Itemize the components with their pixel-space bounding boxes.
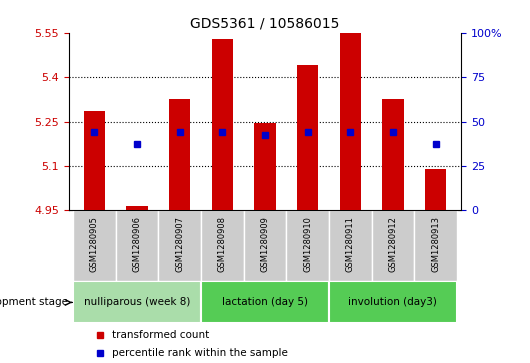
Text: GSM1280913: GSM1280913 — [431, 216, 440, 272]
Bar — [329, 281, 457, 323]
Text: transformed count: transformed count — [112, 330, 209, 340]
Text: lactation (day 5): lactation (day 5) — [222, 297, 308, 307]
Text: development stage: development stage — [0, 297, 68, 307]
Bar — [382, 99, 403, 211]
Bar — [286, 210, 329, 281]
Bar — [158, 210, 201, 281]
Bar — [414, 210, 457, 281]
Text: percentile rank within the sample: percentile rank within the sample — [112, 347, 288, 358]
Bar — [372, 210, 414, 281]
Bar — [84, 111, 105, 211]
Text: GSM1280905: GSM1280905 — [90, 216, 99, 272]
Title: GDS5361 / 10586015: GDS5361 / 10586015 — [190, 16, 340, 30]
Bar — [254, 123, 276, 211]
Bar — [73, 210, 116, 281]
Text: GSM1280910: GSM1280910 — [303, 216, 312, 272]
Bar — [244, 210, 286, 281]
Bar — [127, 206, 148, 211]
Bar — [211, 38, 233, 211]
Bar — [340, 33, 361, 211]
Text: GSM1280908: GSM1280908 — [218, 216, 227, 272]
Bar — [201, 210, 244, 281]
Text: GSM1280906: GSM1280906 — [132, 216, 142, 272]
Text: GSM1280912: GSM1280912 — [388, 216, 398, 272]
Bar — [425, 169, 446, 211]
Text: nulliparous (week 8): nulliparous (week 8) — [84, 297, 190, 307]
Bar — [297, 65, 319, 211]
Text: GSM1280911: GSM1280911 — [346, 216, 355, 272]
Text: involution (day3): involution (day3) — [348, 297, 437, 307]
Bar — [329, 210, 372, 281]
Text: GSM1280907: GSM1280907 — [175, 216, 184, 272]
Bar — [201, 281, 329, 323]
Bar — [73, 281, 201, 323]
Bar — [169, 99, 190, 211]
Bar — [116, 210, 158, 281]
Text: GSM1280909: GSM1280909 — [261, 216, 269, 272]
